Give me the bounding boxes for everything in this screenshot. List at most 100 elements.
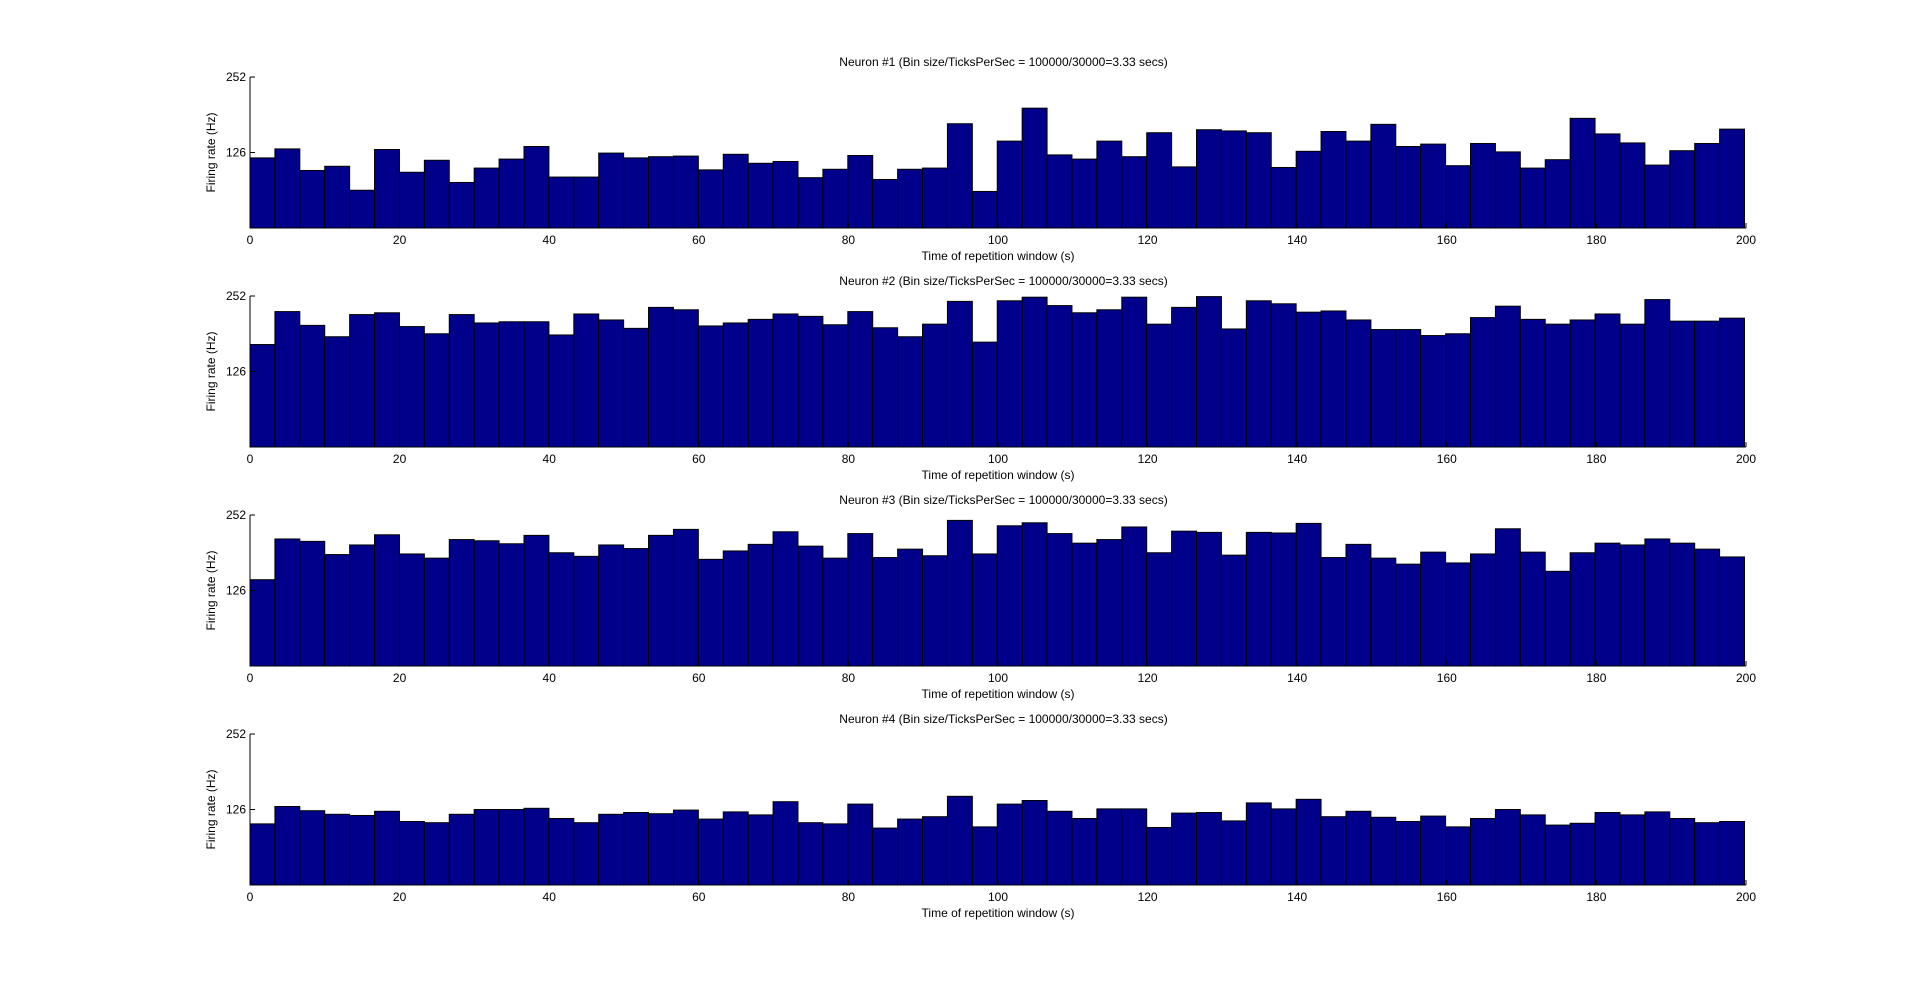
- subplot-1-bar: [971, 190, 998, 229]
- subplot-3-xtick-label: 140: [1287, 671, 1307, 685]
- subplot-3-xticks: 0 20 40 60 80 100 120 140 160 180 200: [247, 661, 1756, 685]
- subplot-3-bar: [672, 528, 699, 667]
- subplot-1-bar: [946, 123, 973, 229]
- subplot-4-bar: [1694, 822, 1721, 886]
- subplot-4-bar: [299, 810, 326, 886]
- subplot-4-yticks: 126 252: [226, 727, 255, 817]
- subplot-3-bar: [1196, 531, 1222, 667]
- subplot-1-bar: [1071, 158, 1098, 229]
- subplot-3-bar: [946, 519, 973, 667]
- subplot-3-xtick-label: 0: [247, 671, 254, 685]
- subplot-3-bar: [1146, 552, 1173, 667]
- subplot-3-bar: [971, 553, 998, 667]
- subplot-2-bar: [1470, 317, 1496, 448]
- subplot-1-bar: [1420, 143, 1447, 229]
- subplot-1-ytick-label: 126: [226, 146, 246, 160]
- subplot-2-title: Neuron #2 (Bin size/TicksPerSec = 100000…: [839, 274, 1167, 288]
- subplot-4-bar: [1669, 817, 1696, 886]
- subplot-1-bar: [1245, 132, 1272, 229]
- subplot-2-bar: [1420, 335, 1447, 448]
- subplot-4-bar: [697, 818, 724, 886]
- subplot-1-bar: [1494, 151, 1521, 229]
- subplot-4-bar: [1619, 814, 1646, 886]
- subplot-1-xtick-label: 60: [692, 233, 706, 247]
- subplot-2-bar: [299, 324, 326, 448]
- subplot-2-bar: [1494, 305, 1521, 448]
- subplot-1-bar: [1719, 128, 1746, 229]
- subplot-3-bar: [523, 534, 550, 667]
- subplot-4-xtick-label: 200: [1736, 890, 1756, 904]
- subplot-1-bar: [897, 168, 924, 229]
- subplot-4-bar: [1295, 798, 1322, 886]
- subplot-4-bar: [498, 809, 525, 886]
- subplot-4-xtick-label: 140: [1287, 890, 1307, 904]
- subplot-4-bar: [648, 813, 674, 886]
- subplot-3-bar: [1370, 557, 1397, 667]
- subplot-4-bar: [1196, 811, 1222, 886]
- subplot-1-bar: [548, 176, 575, 229]
- subplot-1-bar: [1669, 150, 1696, 229]
- subplot-1-bar: [1046, 154, 1073, 229]
- subplot-2-bar: [1594, 313, 1621, 448]
- subplot-2-bar: [1445, 333, 1472, 448]
- subplot-3-bar: [1071, 542, 1098, 667]
- subplot-1-bar: [498, 158, 525, 229]
- subplot-1-bar: [1569, 117, 1596, 229]
- subplot-1-bar: [473, 167, 500, 229]
- subplot-1-bar: [1345, 140, 1372, 229]
- subplot-3-bar: [1395, 563, 1422, 667]
- subplot-4-xtick-label: 100: [988, 890, 1008, 904]
- subplot-2-bar: [1146, 323, 1173, 448]
- subplot-4-bar: [573, 822, 600, 886]
- subplot-2-bar: [1270, 303, 1297, 448]
- subplot-4-bar: [623, 811, 650, 886]
- subplot-4-bar: [249, 823, 276, 886]
- subplot-3-bar: [1171, 530, 1198, 667]
- subplot-4-bar: [1445, 826, 1472, 886]
- subplot-1-bar: [1121, 156, 1148, 229]
- subplot-3-bar: [1046, 533, 1073, 667]
- subplot-3-bar: [797, 545, 824, 667]
- subplot-2-bar: [1694, 320, 1721, 448]
- subplot-3-bar: [847, 533, 874, 667]
- subplot-4-bar: [672, 809, 699, 886]
- subplot-2-bar: [996, 300, 1023, 448]
- subplot-2-bar: [1021, 296, 1048, 448]
- subplot-3-bar: [697, 558, 724, 667]
- subplot-1-bar: [299, 169, 326, 229]
- subplot-3-bar: [897, 548, 924, 667]
- subplot-4-bar: [822, 823, 849, 886]
- subplot-2-bar: [1295, 311, 1322, 448]
- subplot-4-bar: [1171, 812, 1198, 886]
- subplot-4-bar: [872, 827, 899, 886]
- subplot-4-bar: [1719, 820, 1746, 886]
- subplot-3-bar: [747, 543, 774, 667]
- subplot-2-xtick-label: 60: [692, 452, 706, 466]
- subplot-1-bar: [1021, 107, 1048, 229]
- subplot-2-ytick-label: 252: [226, 289, 246, 303]
- subplot-3-xtick-label: 120: [1138, 671, 1158, 685]
- subplot-4-bar: [398, 820, 425, 886]
- subplot-4-bar: [1395, 820, 1422, 886]
- subplot-1-bar: [1220, 130, 1247, 229]
- subplot-2-bar: [349, 314, 376, 448]
- subplot-3-bar: [274, 538, 301, 667]
- subplot-4-bar: [1420, 815, 1447, 886]
- subplot-3-bar: [1445, 562, 1472, 667]
- subplot-4-bar: [722, 811, 749, 886]
- subplot-2: Neuron #2 (Bin size/TicksPerSec = 100000…: [204, 274, 1756, 482]
- subplot-3-bars: [249, 519, 1746, 667]
- subplot-1-xtick-label: 0: [247, 233, 254, 247]
- subplot-2-ylabel: Firing rate (Hz): [204, 331, 218, 411]
- subplot-4-bar: [1021, 800, 1048, 886]
- subplot-4-ylabel: Firing rate (Hz): [204, 769, 218, 849]
- subplot-3-bar: [349, 544, 376, 667]
- subplot-1-bar: [1370, 123, 1397, 229]
- subplot-4-xtick-label: 120: [1138, 890, 1158, 904]
- subplot-2-bar: [1544, 323, 1571, 448]
- subplot-1-title: Neuron #1 (Bin size/TicksPerSec = 100000…: [839, 55, 1167, 69]
- subplot-4-bar: [797, 822, 824, 886]
- subplot-4-xtick-label: 60: [692, 890, 706, 904]
- subplot-2-bar: [1171, 306, 1198, 448]
- subplot-4-xtick-label: 160: [1437, 890, 1457, 904]
